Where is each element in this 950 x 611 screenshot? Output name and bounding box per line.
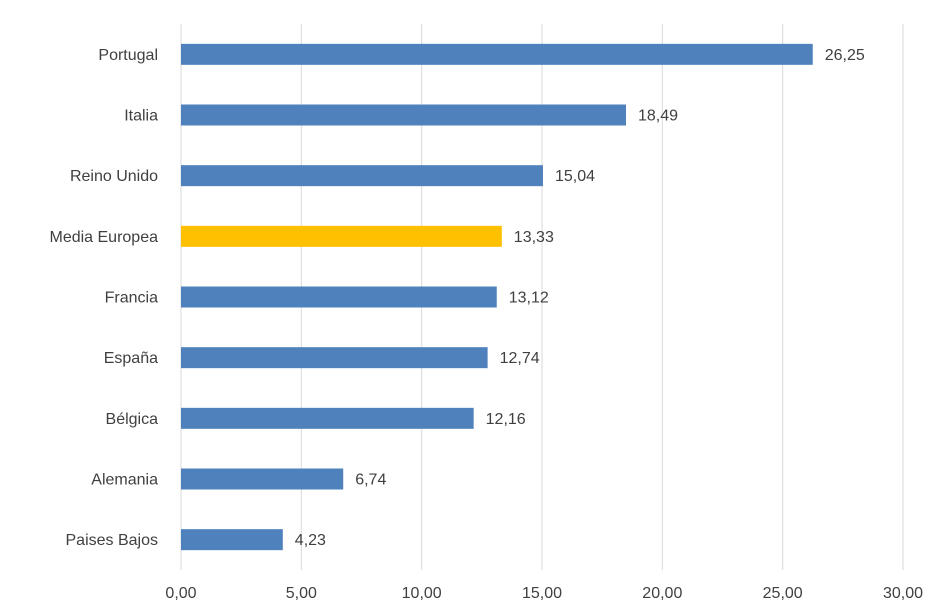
category-label: Reino Unido xyxy=(70,168,158,185)
value-label: 6,74 xyxy=(355,472,386,489)
category-labels: Portugal Italia Reino Unido Media Europea Fr… xyxy=(49,47,158,549)
category-label: Francia xyxy=(105,290,158,307)
x-tick-label: 30,00 xyxy=(883,585,923,602)
value-label: 4,23 xyxy=(295,532,326,549)
value-label: 13,33 xyxy=(514,229,554,246)
value-label: 13,12 xyxy=(509,290,549,307)
value-label: 18,49 xyxy=(638,108,678,125)
x-tick-label: 5,00 xyxy=(286,585,317,602)
bar xyxy=(181,43,813,65)
category-label: Media Europea xyxy=(49,229,158,246)
bar xyxy=(181,225,502,247)
x-axis-tick-labels: 0,00 5,00 10,00 15,00 20,00 25,00 30,00 xyxy=(165,585,923,602)
value-label: 12,16 xyxy=(486,411,526,428)
category-label: Alemania xyxy=(91,472,158,489)
category-label: Italia xyxy=(124,108,158,125)
category-label: Paises Bajos xyxy=(66,532,159,549)
bar xyxy=(181,347,488,369)
x-tick-label: 15,00 xyxy=(522,585,562,602)
x-tick-label: 20,00 xyxy=(642,585,682,602)
bar xyxy=(181,104,626,126)
bar xyxy=(181,407,474,429)
bar xyxy=(181,165,543,187)
bar xyxy=(181,286,497,308)
x-tick-label: 0,00 xyxy=(165,585,196,602)
x-tick-label: 10,00 xyxy=(402,585,442,602)
bars xyxy=(181,43,813,551)
value-label: 26,25 xyxy=(825,47,865,64)
value-label: 12,74 xyxy=(500,350,540,367)
category-label: España xyxy=(104,350,158,367)
category-label: Portugal xyxy=(98,47,158,64)
category-label: Bélgica xyxy=(106,411,159,428)
bar xyxy=(181,468,344,490)
x-tick-label: 25,00 xyxy=(763,585,803,602)
value-label: 15,04 xyxy=(555,168,595,185)
bar xyxy=(181,529,283,551)
value-labels: 26,25 18,49 15,04 13,33 13,12 12,74 12,16 6,74 4… xyxy=(295,47,865,549)
